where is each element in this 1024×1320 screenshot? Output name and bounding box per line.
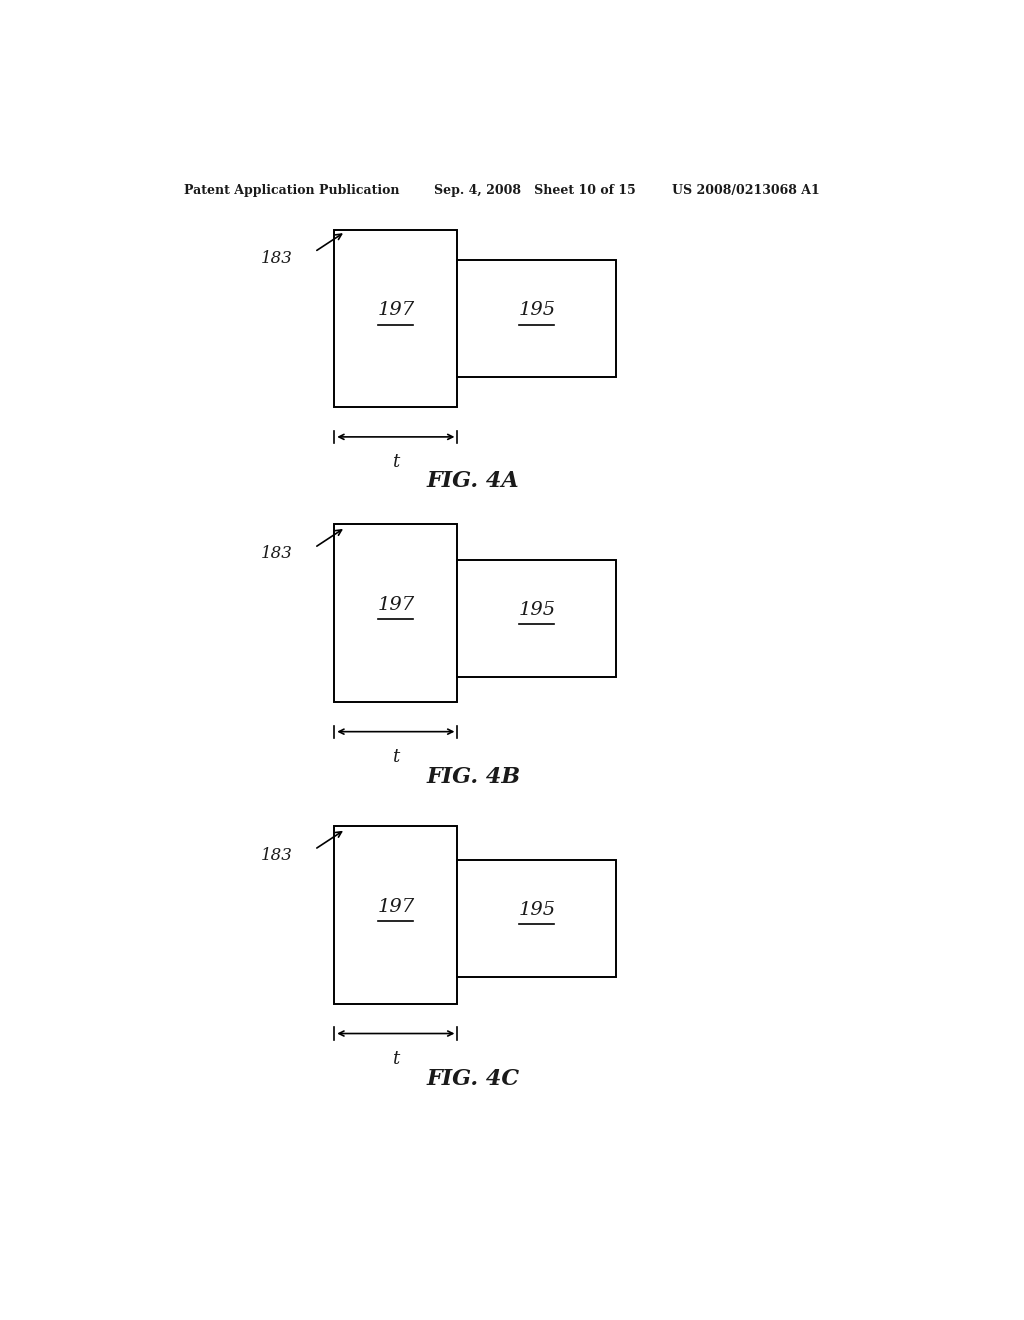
Text: FIG. 4A: FIG. 4A: [427, 470, 519, 492]
Text: 197: 197: [377, 301, 415, 319]
Text: t: t: [392, 453, 399, 471]
Bar: [334, 230, 458, 408]
Text: 197: 197: [377, 898, 415, 916]
Bar: [334, 524, 458, 702]
Text: 195: 195: [518, 301, 555, 319]
Text: 183: 183: [261, 249, 293, 267]
Text: 183: 183: [261, 545, 293, 562]
Text: Patent Application Publication: Patent Application Publication: [183, 183, 399, 197]
Text: 195: 195: [518, 601, 555, 619]
Text: t: t: [392, 748, 399, 766]
Text: 195: 195: [518, 902, 555, 919]
Text: FIG. 4C: FIG. 4C: [427, 1068, 520, 1090]
Bar: [458, 859, 616, 977]
Bar: [458, 560, 616, 677]
Text: US 2008/0213068 A1: US 2008/0213068 A1: [672, 183, 819, 197]
Text: FIG. 4B: FIG. 4B: [426, 766, 520, 788]
Text: 183: 183: [261, 847, 293, 865]
Text: 197: 197: [377, 597, 415, 614]
Text: t: t: [392, 1049, 399, 1068]
Bar: [458, 260, 616, 378]
Bar: [334, 826, 458, 1005]
Text: Sep. 4, 2008   Sheet 10 of 15: Sep. 4, 2008 Sheet 10 of 15: [433, 183, 635, 197]
